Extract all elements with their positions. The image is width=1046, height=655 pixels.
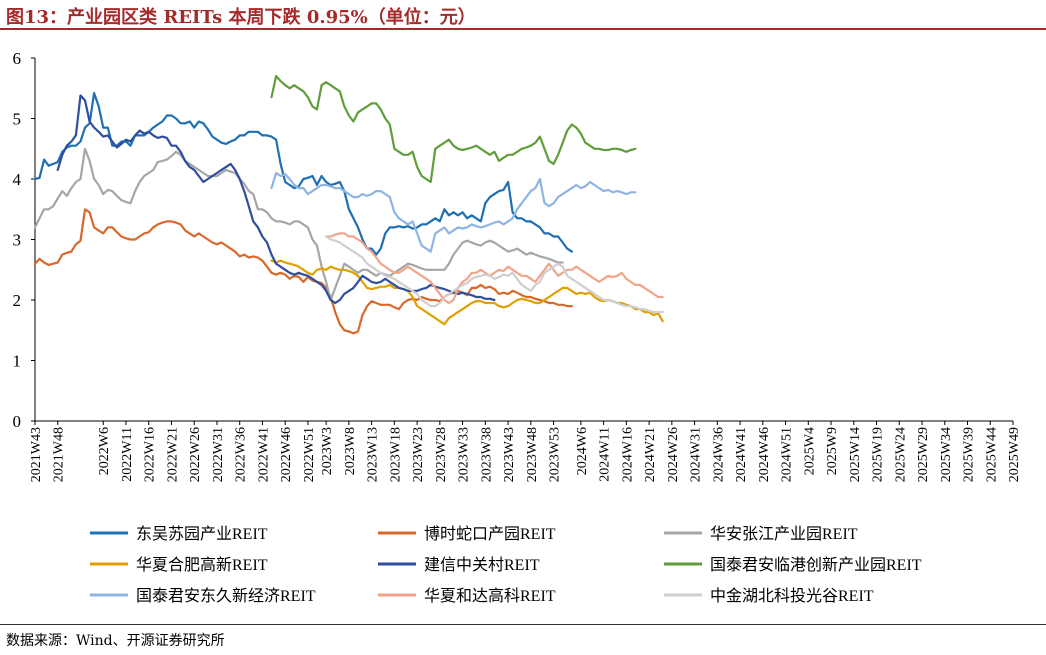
- x-tick-label: 2025W9: [825, 427, 840, 475]
- x-tick-label: 2023W3: [320, 427, 335, 475]
- x-tick-label: 2023W8: [343, 427, 358, 475]
- x-tick-label: 2022W21: [165, 427, 180, 482]
- series-line-4: [270, 259, 664, 326]
- x-tick-label: 2022W31: [211, 427, 226, 482]
- x-tick-label: 2024W16: [620, 427, 635, 482]
- x-tick-label: 2024W6: [575, 427, 590, 475]
- x-tick-label: 2025W44: [984, 427, 999, 482]
- x-tick-label: 2023W33: [457, 427, 472, 482]
- x-tick-label: 2024W21: [643, 427, 658, 482]
- x-tick-label: 2021W43: [29, 427, 44, 482]
- x-tick-label: 2022W51: [302, 427, 317, 482]
- legend-label: 建信中关村REIT: [424, 556, 540, 574]
- series-line-8: [325, 232, 664, 305]
- legend-label: 中金湖北科投光谷REIT: [710, 587, 874, 605]
- series-line-6: [270, 74, 637, 184]
- x-tick-label: 2025W4: [802, 427, 817, 475]
- x-tick-label: 2023W48: [525, 427, 540, 482]
- x-tick-label: 2024W51: [780, 427, 795, 482]
- x-tick-label: 2024W11: [598, 427, 613, 482]
- y-tick-label: 6: [13, 49, 22, 68]
- legend-label: 华安张江产业园REIT: [710, 525, 858, 543]
- x-tick-label: 2022W6: [97, 427, 112, 475]
- y-tick-label: 3: [13, 231, 22, 250]
- x-tick-label: 2024W46: [757, 427, 772, 482]
- legend-label: 国泰君安东久新经济REIT: [136, 587, 316, 605]
- x-tick-label: 2024W41: [734, 427, 749, 482]
- data-source-note: 数据来源：Wind、开源证券研究所: [6, 633, 225, 649]
- series-line-9: [325, 235, 664, 314]
- y-tick-label: 1: [13, 352, 22, 371]
- y-tick-label: 5: [13, 110, 22, 129]
- y-tick-label: 2: [13, 291, 22, 310]
- series-line-2: [33, 208, 573, 335]
- x-tick-label: 2025W29: [916, 427, 931, 482]
- x-tick-label: 2025W34: [939, 427, 954, 482]
- x-tick-label: 2025W19: [871, 427, 886, 482]
- series-line-3: [33, 147, 564, 302]
- x-tick-label: 2023W28: [434, 427, 449, 482]
- x-tick-label: 2021W48: [52, 427, 67, 482]
- series-line-7: [270, 171, 637, 253]
- x-tick-label: 2025W49: [1007, 427, 1022, 482]
- legend-label: 东吴苏园产业REIT: [136, 525, 268, 543]
- y-tick-label: 0: [13, 412, 22, 431]
- x-tick-label: 2022W16: [143, 427, 158, 482]
- x-tick-label: 2022W46: [279, 427, 294, 482]
- x-tick-label: 2023W18: [388, 427, 403, 482]
- legend-label: 华夏合肥高新REIT: [136, 556, 268, 574]
- x-tick-label: 2024W36: [711, 427, 726, 482]
- x-tick-label: 2023W38: [479, 427, 494, 482]
- footer-divider: [0, 624, 1046, 625]
- line-chart: 0 1 2 3 4 5 6 2021W43 2021W48 2022W6 2022W11 2022W1…: [13, 49, 1023, 605]
- legend-label: 国泰君安临港创新产业园REIT: [710, 556, 922, 574]
- x-tick-label: 2023W13: [366, 427, 381, 482]
- x-tick-label: 2025W14: [848, 427, 863, 482]
- x-tick-label: 2023W43: [502, 427, 517, 482]
- x-tick-label: 2022W26: [188, 427, 203, 482]
- series-line-5: [56, 94, 496, 305]
- legend-label: 博时蛇口产园REIT: [424, 525, 556, 543]
- x-tick-label: 2023W53: [548, 427, 563, 482]
- x-tick-label: 2022W41: [256, 427, 271, 482]
- x-tick-label: 2024W31: [689, 427, 704, 482]
- legend-label: 华夏和达高科REIT: [424, 587, 556, 605]
- chart-title: 图13：产业园区类 REITs 本周下跌 0.95%（单位：元）: [6, 7, 476, 28]
- y-tick-label: 4: [13, 170, 22, 189]
- x-tick-label: 2022W11: [120, 427, 135, 482]
- x-tick-label: 2025W24: [893, 427, 908, 482]
- x-tick-label: 2022W36: [234, 427, 249, 482]
- x-tick-label: 2023W23: [411, 427, 426, 482]
- x-tick-label: 2024W26: [666, 427, 681, 482]
- title-divider: [0, 28, 1046, 30]
- x-tick-label: 2025W39: [962, 427, 977, 482]
